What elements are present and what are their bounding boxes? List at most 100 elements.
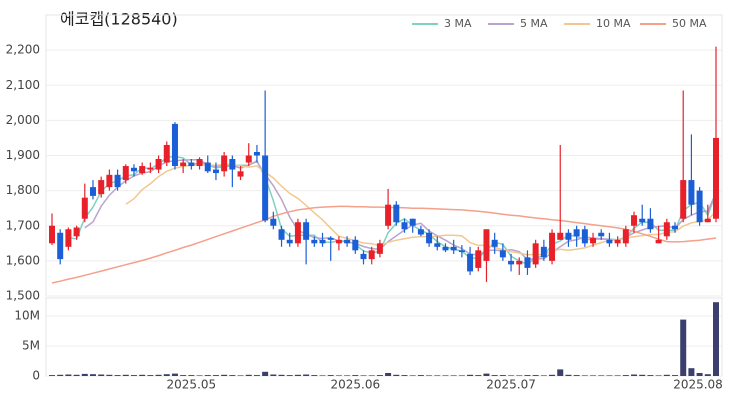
- candle-body: [573, 229, 580, 237]
- y-tick-label: 2,200: [6, 43, 40, 57]
- y-tick-label: 1,800: [6, 183, 40, 197]
- candle-body: [352, 239, 359, 251]
- x-tick-label: 2025.08: [673, 378, 723, 392]
- candle-body: [237, 171, 244, 177]
- x-tick-label: 2025.06: [330, 378, 380, 392]
- volume-bar: [188, 375, 195, 376]
- volume-bar: [122, 374, 129, 376]
- volume-bar: [163, 374, 170, 376]
- candle-body: [89, 187, 96, 196]
- volume-panel: [45, 297, 723, 377]
- candle-body: [376, 243, 383, 254]
- candle-body: [557, 232, 564, 240]
- candle-body: [417, 229, 424, 235]
- candle-body: [458, 250, 465, 253]
- candle-body: [581, 229, 588, 244]
- legend-label: 10 MA: [596, 17, 631, 30]
- volume-bar: [426, 375, 433, 376]
- volume-bar: [598, 375, 605, 376]
- y-tick-label: 0: [32, 369, 40, 383]
- candle-body: [81, 197, 88, 219]
- y-tick-label: 2,100: [6, 78, 40, 92]
- candle-body: [491, 239, 498, 247]
- candle-body: [442, 246, 449, 251]
- volume-bar: [483, 373, 490, 376]
- volume-bar: [360, 375, 367, 376]
- volume-bar: [130, 375, 137, 376]
- candle-body: [303, 222, 310, 240]
- volume-bar: [614, 375, 621, 376]
- candle-body: [450, 246, 457, 251]
- candle-body: [672, 225, 679, 230]
- candle-body: [516, 260, 523, 265]
- candle-body: [631, 215, 638, 226]
- candle-body: [221, 155, 228, 172]
- candle-body: [155, 159, 162, 170]
- volume-bar: [294, 374, 301, 376]
- volume-bar: [499, 375, 506, 376]
- volume-bar: [81, 373, 88, 376]
- candle-body: [499, 250, 506, 258]
- volume-bar: [549, 374, 556, 376]
- volume-bar: [581, 375, 588, 376]
- volume-bar: [180, 375, 187, 376]
- candle-body: [532, 243, 539, 265]
- volume-bar: [508, 375, 515, 376]
- volume-bar: [352, 375, 359, 376]
- volume-bar: [368, 375, 375, 376]
- candle-body: [639, 218, 646, 223]
- candle-body: [565, 232, 572, 240]
- volume-bar: [229, 375, 236, 376]
- volume-bar: [311, 375, 318, 376]
- candle-body: [262, 155, 269, 221]
- candle-body: [344, 239, 351, 244]
- candle-body: [540, 246, 547, 258]
- volume-bar: [73, 374, 80, 376]
- volume-bar: [409, 375, 416, 376]
- candle-body: [483, 229, 490, 261]
- candle-body: [327, 238, 334, 240]
- candle-body: [590, 238, 597, 244]
- volume-bar: [639, 374, 646, 376]
- candle-body: [475, 250, 482, 268]
- candle-body: [180, 162, 187, 167]
- volume-bar: [565, 374, 572, 376]
- y-tick-label: 1,700: [6, 218, 40, 232]
- candle-body: [524, 257, 531, 268]
- candle-body: [401, 222, 408, 230]
- ma-line: [84, 158, 717, 261]
- volume-bar: [212, 375, 219, 376]
- volume-bar: [417, 375, 424, 376]
- candle-body: [606, 239, 613, 244]
- candle-body: [196, 159, 203, 167]
- volume-bar: [401, 375, 408, 376]
- volume-bar: [434, 375, 441, 376]
- volume-bar: [713, 302, 719, 376]
- candle-body: [278, 229, 285, 240]
- legend-label: 3 MA: [444, 17, 472, 30]
- volume-bar: [491, 375, 498, 376]
- volume-bar: [155, 374, 162, 376]
- volume-bar: [385, 373, 392, 376]
- volume-bar: [704, 374, 711, 376]
- candle-body: [286, 239, 293, 244]
- candle-body: [171, 123, 178, 167]
- candle-body: [622, 229, 629, 244]
- chart-title: 에코캡(128540): [60, 10, 178, 29]
- volume-bar: [245, 374, 252, 376]
- volume-bar: [540, 375, 547, 376]
- candle-body: [335, 239, 342, 244]
- volume-bar: [319, 375, 326, 376]
- volume-bar: [270, 374, 277, 376]
- candle-body: [229, 159, 236, 170]
- y-tick-label: 1,500: [6, 289, 40, 303]
- volume-bar: [327, 375, 334, 376]
- volume-bar: [286, 375, 293, 376]
- volume-bar: [557, 369, 564, 376]
- candle-body: [434, 243, 441, 247]
- volume-bar: [467, 374, 474, 376]
- y-tick-label: 5M: [22, 339, 40, 353]
- candle-body: [680, 180, 687, 219]
- legend-label: 5 MA: [520, 17, 548, 30]
- volume-bar: [458, 375, 465, 376]
